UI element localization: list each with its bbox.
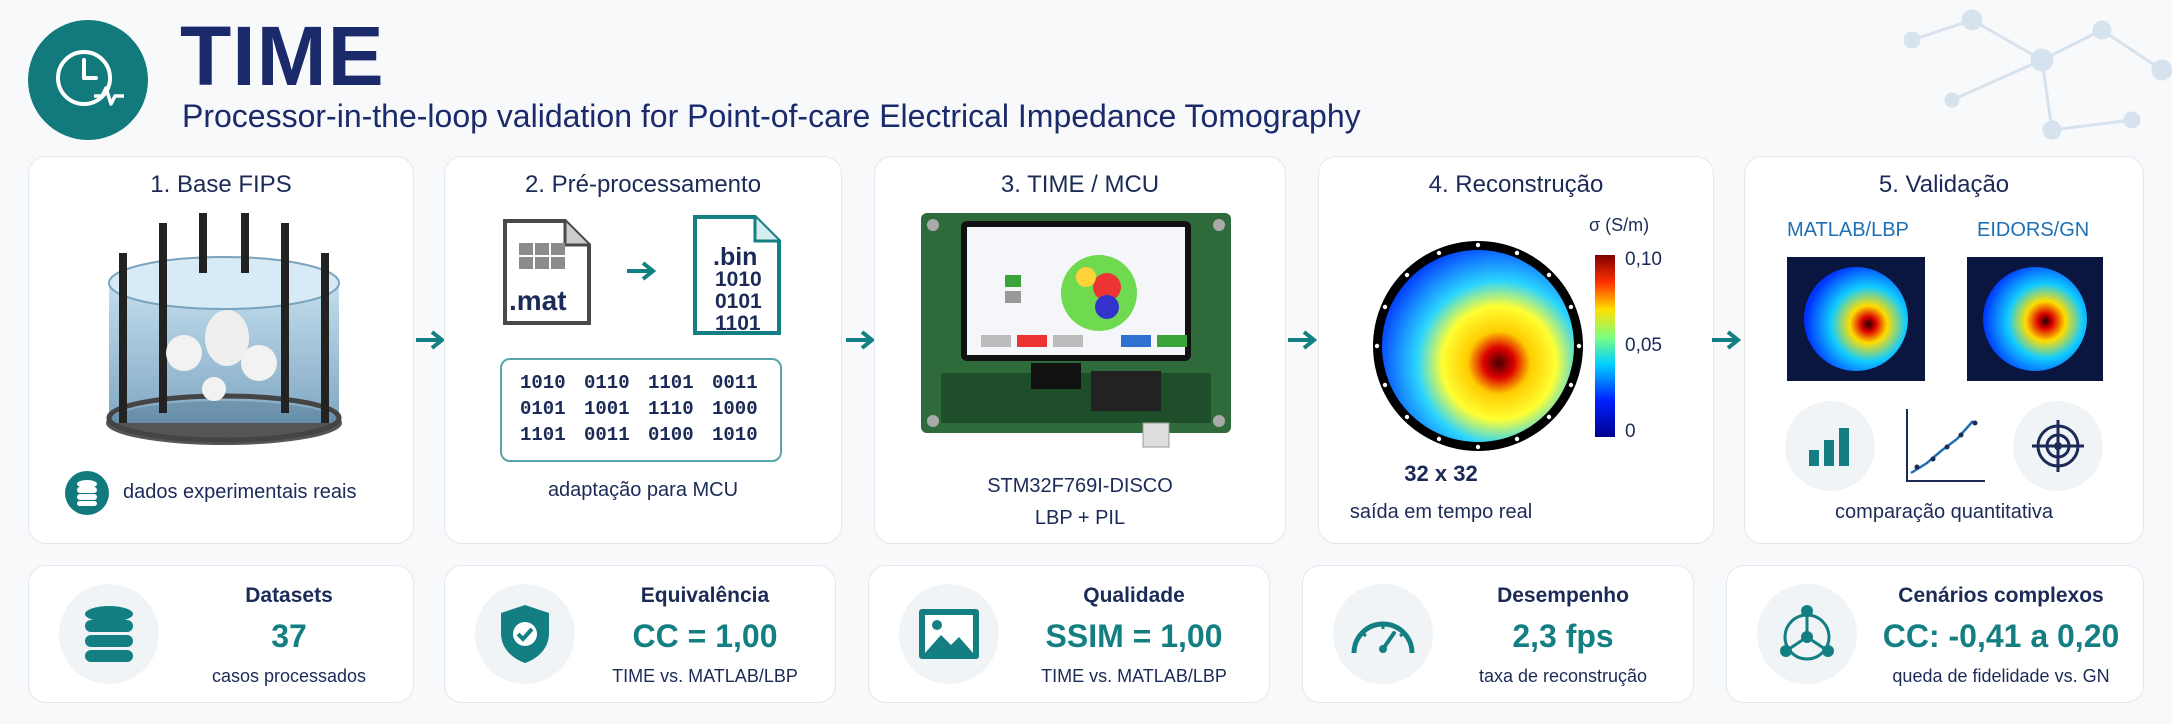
step-caption: comparação quantitativa	[1835, 501, 2053, 523]
method-label-eidors: EIDORS/GN	[1977, 219, 2090, 241]
colorbar-title: σ (S/m)	[1589, 215, 1650, 235]
stat-label: Cenários complexos	[1898, 584, 2104, 607]
stat-card-datasets: Datasets 37 casos processados	[28, 565, 414, 703]
stat-card-complex-scenarios: Cenários complexos CC: -0,41 a 0,20 qued…	[1726, 565, 2144, 703]
stat-label: Desempenho	[1497, 584, 1629, 607]
stat-desc: TIME vs. MATLAB/LBP	[612, 666, 798, 686]
step-title: 3. TIME / MCU	[1000, 171, 1160, 198]
page-title: TIME	[180, 9, 385, 103]
molecule-decoration-icon	[1903, 9, 2172, 140]
bin-file-bits: 1010 0101 1101	[715, 268, 762, 335]
arrow-right-icon	[627, 261, 657, 281]
bin-file-label: .bin	[713, 243, 758, 271]
bin-file-icon	[693, 215, 781, 335]
stat-desc: TIME vs. MATLAB/LBP	[1041, 666, 1227, 686]
gauge-icon	[1333, 584, 1433, 684]
stat-desc: casos processados	[211, 666, 367, 686]
stat-card-quality: Qualidade SSIM = 1,00 TIME vs. MATLAB/LB…	[868, 565, 1270, 703]
page-subtitle: Processor-in-the-loop validation for Poi…	[182, 98, 1361, 134]
stat-card-performance: Desempenho 2,3 fps taxa de reconstrução	[1302, 565, 1694, 703]
stat-value: 37	[271, 618, 307, 654]
step-card-time-mcu: 3. TIME / MCU STM32F769I-DISCO LBP + PIL	[874, 156, 1286, 544]
step-caption: adaptação para MCU	[547, 479, 739, 501]
arrow-right-icon	[1288, 330, 1318, 350]
colorbar-tick-max: 0,10	[1625, 249, 1662, 270]
step-title: 5. Validação	[1878, 171, 2010, 198]
stat-desc: queda de fidelidade vs. GN	[1892, 666, 2110, 686]
colorbar	[1595, 255, 1615, 437]
colorbar-tick-mid: 0,05	[1625, 335, 1662, 356]
step-card-base-fips: 1. Base FIPS dados experimentais reais	[28, 156, 414, 544]
shield-check-icon	[475, 584, 575, 684]
arrow-right-icon	[416, 330, 446, 350]
binary-data-box: 1010 0110 1101 0011 0101 1001 1110 1000 1101 00…	[500, 358, 782, 462]
step-caption: saída em tempo real	[1349, 501, 1533, 523]
target-icon	[2013, 401, 2103, 491]
arrow-right-icon	[1712, 330, 1742, 350]
eit-reconstruction-image	[1373, 241, 1583, 451]
board-method: LBP + PIL	[1034, 507, 1126, 529]
stat-label: Equivalência	[640, 584, 770, 607]
step-card-validation: 5. Validação MATLAB/LBP EIDORS/GN compar…	[1744, 156, 2144, 544]
step-card-reconstruction: 4. Reconstrução σ (S/m)	[1318, 156, 1714, 544]
scatter-trend-icon	[1903, 405, 1987, 485]
clock-pulse-logo-icon	[28, 20, 148, 140]
mat-file-icon	[503, 219, 591, 325]
board-model: STM32F769I-DISCO	[987, 475, 1173, 497]
stat-card-equivalence: Equivalência CC = 1,00 TIME vs. MATLAB/L…	[444, 565, 836, 703]
method-label-matlab: MATLAB/LBP	[1787, 219, 1909, 241]
database-icon	[59, 584, 159, 684]
step-title: 4. Reconstrução	[1428, 171, 1604, 198]
stat-value: 2,3 fps	[1512, 618, 1614, 654]
eidors-reconstruction-image	[1967, 257, 2103, 381]
stat-desc: taxa de reconstrução	[1478, 666, 1648, 686]
step-title: 2. Pré-processamento	[524, 171, 762, 198]
database-small-icon	[65, 471, 109, 515]
stat-value: CC: -0,41 a 0,20	[1882, 618, 2120, 654]
tank-phantom-icon	[106, 213, 342, 445]
grid-resolution: 32 x 32	[1404, 461, 1478, 486]
mat-file-label: .mat	[509, 285, 567, 316]
colorbar-tick-min: 0	[1625, 421, 1636, 442]
stat-label: Qualidade	[1083, 584, 1185, 607]
step-title: 1. Base FIPS	[150, 171, 292, 198]
matlab-reconstruction-image	[1787, 257, 1925, 381]
image-icon	[899, 584, 999, 684]
stm32-board-icon	[921, 213, 1231, 448]
bar-chart-icon	[1785, 401, 1875, 491]
arrow-right-icon	[846, 330, 876, 350]
step-caption: dados experimentais reais	[123, 481, 357, 503]
stat-value: CC = 1,00	[632, 618, 778, 654]
stat-label: Datasets	[245, 584, 333, 607]
network-icon	[1757, 584, 1857, 684]
step-card-preprocessing: 2. Pré-processamento .mat .bin 1010 0101 1…	[444, 156, 842, 544]
stat-value: SSIM = 1,00	[1045, 618, 1223, 654]
